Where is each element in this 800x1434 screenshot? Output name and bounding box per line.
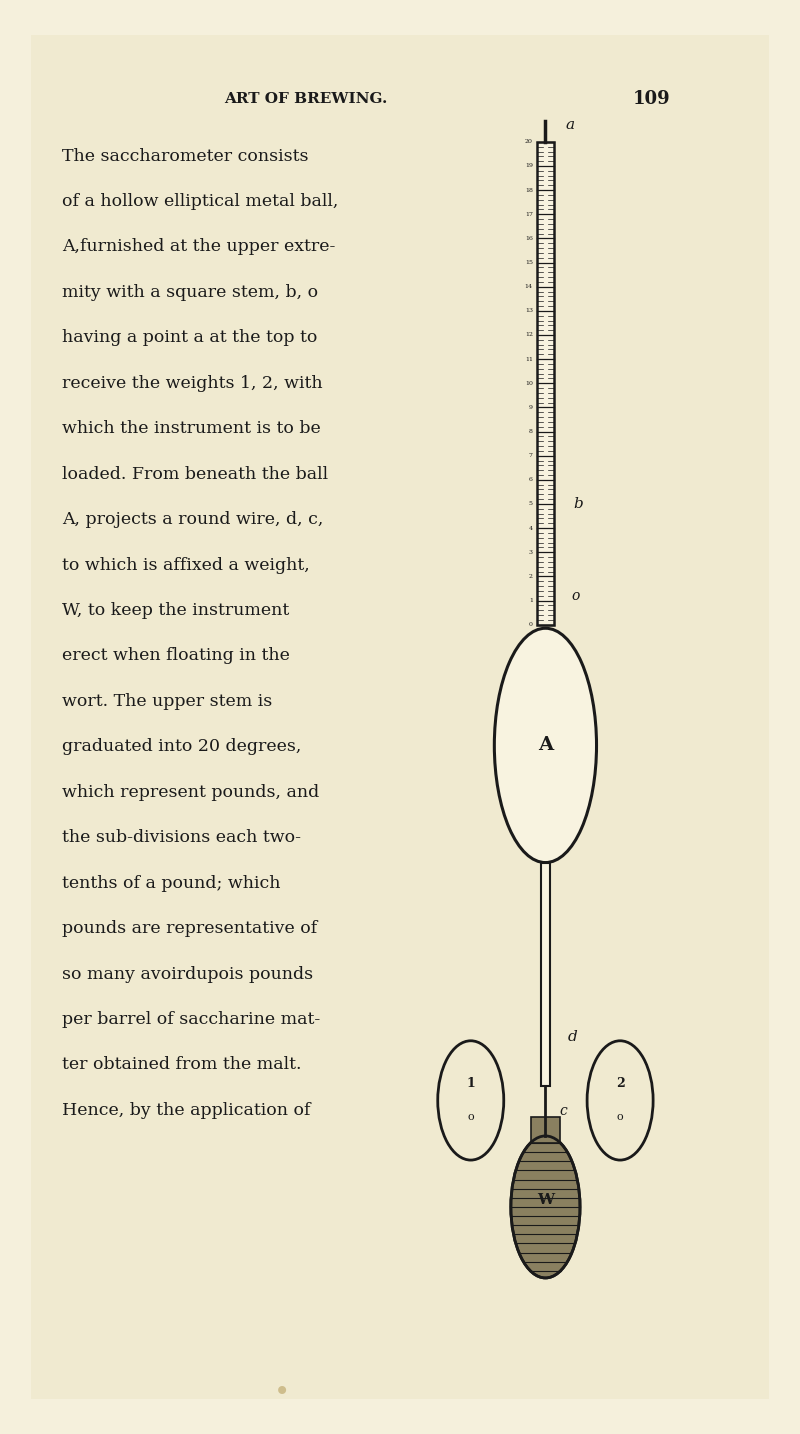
Text: The saccharometer consists: The saccharometer consists [62,148,309,165]
Circle shape [438,1041,504,1160]
Text: mity with a square stem, b, o: mity with a square stem, b, o [62,284,318,301]
Text: which represent pounds, and: which represent pounds, and [62,784,319,800]
Text: 6: 6 [529,478,533,482]
Text: 16: 16 [525,237,533,241]
Text: d: d [567,1030,577,1044]
Text: 9: 9 [529,404,533,410]
Text: 5: 5 [529,502,533,506]
Text: so many avoirdupois pounds: so many avoirdupois pounds [62,965,313,982]
Text: o: o [467,1113,474,1123]
Text: 8: 8 [529,429,533,435]
Text: W: W [537,1193,554,1207]
Text: 1: 1 [466,1077,475,1090]
Text: graduated into 20 degrees,: graduated into 20 degrees, [62,739,302,756]
Text: 2: 2 [529,574,533,579]
Text: 13: 13 [525,308,533,314]
Text: 3: 3 [529,549,533,555]
Text: the sub-divisions each two-: the sub-divisions each two- [62,829,301,846]
Text: 109: 109 [633,90,670,108]
Ellipse shape [494,628,597,863]
Text: to which is affixed a weight,: to which is affixed a weight, [62,556,310,574]
FancyBboxPatch shape [531,1117,559,1143]
Text: per barrel of saccharine mat-: per barrel of saccharine mat- [62,1011,320,1028]
FancyBboxPatch shape [537,142,554,625]
Text: W, to keep the instrument: W, to keep the instrument [62,602,290,619]
Text: which the instrument is to be: which the instrument is to be [62,420,321,437]
Text: 4: 4 [529,526,533,531]
Text: 10: 10 [525,381,533,386]
Text: 1: 1 [529,598,533,604]
Text: 12: 12 [525,333,533,337]
Text: 15: 15 [525,260,533,265]
Text: o: o [571,589,580,604]
FancyBboxPatch shape [541,863,550,1086]
FancyBboxPatch shape [30,36,770,1398]
Text: 14: 14 [525,284,533,290]
Text: •: • [274,1378,290,1405]
Text: loaded. From beneath the ball: loaded. From beneath the ball [62,466,328,483]
Text: having a point a at the top to: having a point a at the top to [62,330,318,347]
Text: 20: 20 [525,139,533,145]
Text: pounds are representative of: pounds are representative of [62,921,318,936]
Text: wort. The upper stem is: wort. The upper stem is [62,693,272,710]
Text: o: o [617,1113,623,1123]
Text: erect when floating in the: erect when floating in the [62,647,290,664]
Text: A, projects a round wire, d, c,: A, projects a round wire, d, c, [62,511,323,528]
Text: A: A [538,737,553,754]
Text: c: c [559,1104,567,1119]
Text: 2: 2 [616,1077,625,1090]
Text: ter obtained from the malt.: ter obtained from the malt. [62,1057,302,1074]
Text: 18: 18 [525,188,533,192]
Text: A,furnished at the upper extre-: A,furnished at the upper extre- [62,238,335,255]
Text: 11: 11 [525,357,533,361]
Ellipse shape [511,1136,580,1278]
Text: of a hollow elliptical metal ball,: of a hollow elliptical metal ball, [62,194,338,209]
Text: 17: 17 [525,212,533,217]
Text: 0: 0 [529,622,533,627]
Text: b: b [574,498,583,511]
Text: Hence, by the application of: Hence, by the application of [62,1101,310,1119]
Text: 7: 7 [529,453,533,459]
Text: a: a [565,118,574,132]
Text: 19: 19 [525,163,533,169]
Text: tenths of a pound; which: tenths of a pound; which [62,875,281,892]
Circle shape [587,1041,653,1160]
Text: ART OF BREWING.: ART OF BREWING. [224,92,387,106]
Text: receive the weights 1, 2, with: receive the weights 1, 2, with [62,374,322,391]
